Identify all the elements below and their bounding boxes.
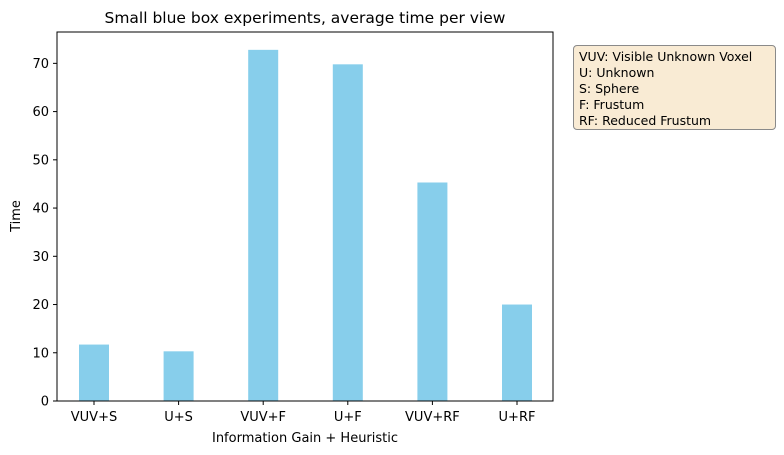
- x-tick-label: U+S: [164, 410, 193, 425]
- bar-vuv-plus-f: [248, 49, 279, 402]
- bar-vuv-plus-rf: [417, 182, 448, 401]
- bar-u-plus-rf: [502, 304, 532, 401]
- y-tick-label: 50: [32, 153, 49, 168]
- y-axis-label: Time: [9, 200, 24, 233]
- x-tick-label: U+F: [334, 410, 362, 425]
- y-tick-label: 60: [32, 105, 49, 120]
- chart-title: Small blue box experiments, average time…: [104, 9, 505, 27]
- y-tick-label: 0: [41, 395, 49, 410]
- bar-u-plus-s: [163, 351, 194, 401]
- y-tick-label: 20: [32, 298, 49, 313]
- x-tick-label: VUV+F: [240, 410, 286, 425]
- abbreviation-key-box: VUV: Visible Unknown Voxel U: Unknown S:…: [573, 45, 776, 130]
- key-line-f: F: Frustum: [579, 97, 645, 112]
- x-tick-label: VUV+S: [71, 410, 117, 425]
- bar-u-plus-f: [332, 64, 363, 401]
- key-line-vuv: VUV: Visible Unknown Voxel: [579, 49, 753, 64]
- key-line-u: U: Unknown: [579, 65, 655, 80]
- y-tick-label: 70: [32, 57, 49, 72]
- key-line-s: S: Sphere: [579, 81, 640, 96]
- key-line-rf: RF: Reduced Frustum: [579, 113, 712, 128]
- y-tick-label: 30: [32, 250, 49, 265]
- x-tick-label: U+RF: [499, 410, 536, 425]
- plot-frame: [56, 31, 554, 402]
- y-tick-label: 10: [32, 346, 49, 361]
- bar-vuv-plus-s: [79, 344, 109, 401]
- x-axis-label: Information Gain + Heuristic: [212, 431, 398, 446]
- x-tick-label: VUV+RF: [405, 410, 460, 425]
- y-tick-label: 40: [32, 202, 49, 217]
